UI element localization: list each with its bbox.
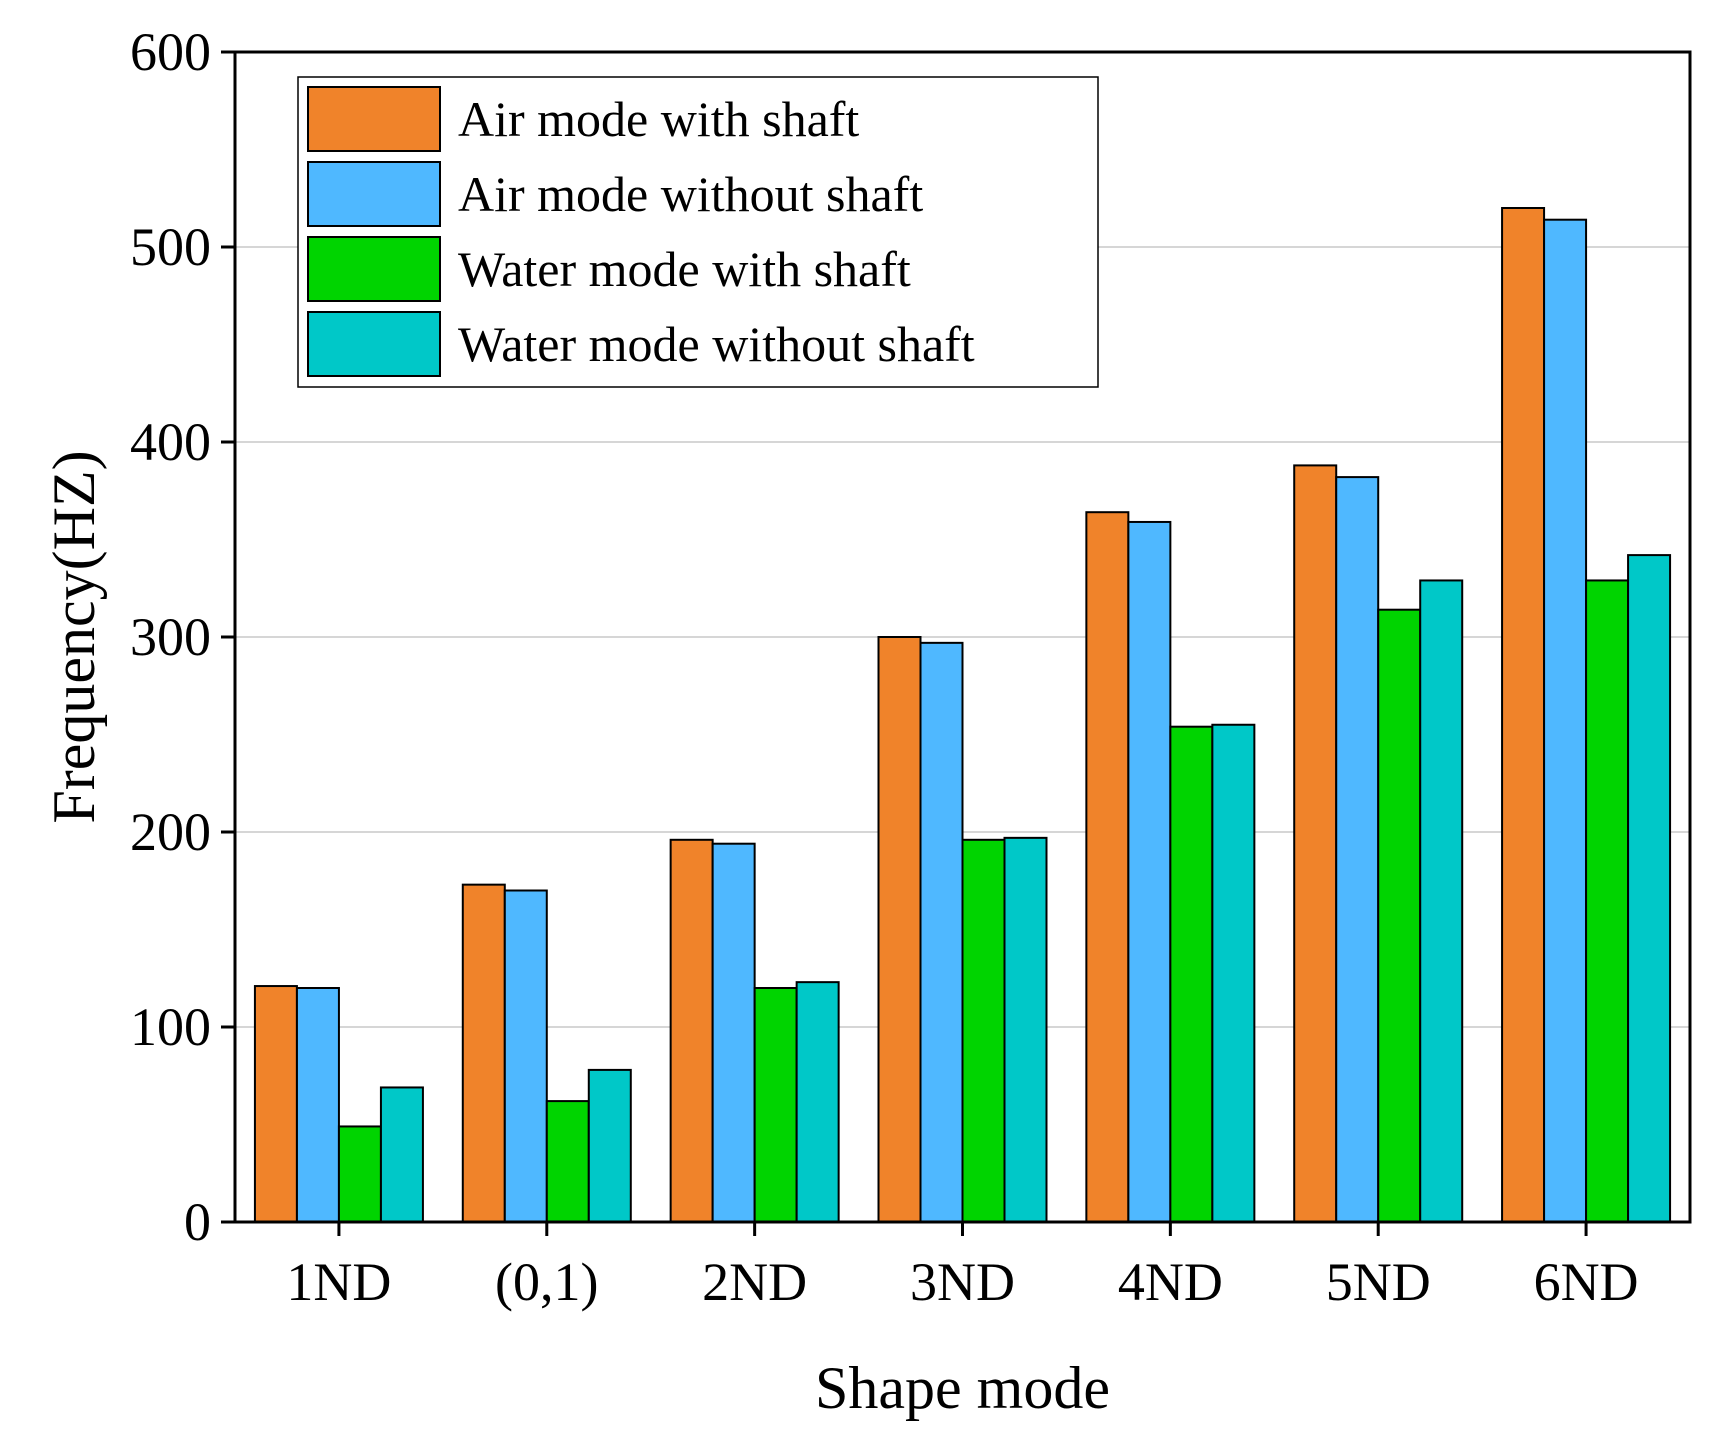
bar-6ND-water-mode-without-shaft [1627,554,1672,1223]
bar-2ND-air-mode-with-shaft [669,838,714,1223]
legend-swatch [307,236,441,302]
bar-1ND-water-mode-without-shaft [379,1086,424,1223]
bar-3ND-air-mode-without-shaft [919,641,964,1223]
legend-label: Air mode with shaft [458,91,859,147]
bar-5ND-air-mode-with-shaft [1293,464,1338,1223]
bar-5ND-air-mode-without-shaft [1335,476,1380,1224]
bar-(0,1)-air-mode-with-shaft [461,883,506,1224]
bar-4ND-water-mode-with-shaft [1169,725,1214,1223]
bar-5ND-water-mode-with-shaft [1377,608,1422,1223]
legend-swatch [307,161,441,227]
y-tick-label: 600 [130,22,211,82]
x-axis-title: Shape mode [815,1355,1110,1421]
bar-(0,1)-air-mode-without-shaft [503,889,548,1223]
bar-4ND-air-mode-with-shaft [1085,511,1130,1223]
bar-3ND-water-mode-without-shaft [1003,836,1048,1223]
legend-swatch [307,311,441,377]
bar-3ND-water-mode-with-shaft [961,838,1006,1223]
bar-4ND-air-mode-without-shaft [1127,520,1172,1223]
legend-label: Water mode without shaft [458,316,975,372]
x-tick-label: 4ND [1118,1252,1223,1312]
y-tick-label: 500 [130,217,211,277]
bar-2ND-water-mode-without-shaft [795,981,840,1224]
bar-(0,1)-water-mode-without-shaft [587,1068,632,1224]
y-tick-label: 200 [130,802,211,862]
bar-1ND-air-mode-with-shaft [253,985,298,1223]
x-tick-label: 6ND [1534,1252,1639,1312]
bar-2ND-air-mode-without-shaft [711,842,756,1223]
bar-6ND-air-mode-with-shaft [1501,207,1546,1223]
bar-1ND-water-mode-with-shaft [337,1125,382,1223]
y-tick-label: 100 [130,997,211,1057]
bar-6ND-air-mode-without-shaft [1543,218,1588,1223]
legend-swatch [307,86,441,152]
y-tick-label: 300 [130,607,211,667]
y-tick-label: 400 [130,412,211,472]
legend: Air mode with shaft Air mode without shaf… [297,76,1099,388]
x-tick-label: 5ND [1326,1252,1431,1312]
legend-label: Water mode with shaft [458,241,911,297]
bar-6ND-water-mode-with-shaft [1585,579,1630,1223]
y-axis-title: Frequency(HZ) [41,450,107,823]
x-axis: 1ND (0,1) 2ND 3ND 4ND 5ND 6ND [286,1222,1639,1312]
bar-3ND-air-mode-with-shaft [877,636,922,1223]
bar-5ND-water-mode-without-shaft [1419,579,1464,1223]
x-tick-label: 3ND [910,1252,1015,1312]
bar-(0,1)-water-mode-with-shaft [545,1100,590,1223]
x-tick-label: 1ND [286,1252,391,1312]
y-tick-label: 0 [184,1192,211,1252]
legend-label: Air mode without shaft [458,166,923,222]
bar-1ND-air-mode-without-shaft [295,987,340,1223]
x-tick-label: (0,1) [495,1252,598,1312]
x-tick-label: 2ND [702,1252,807,1312]
y-axis: 0 100 200 300 400 500 600 [130,22,235,1252]
bar-2ND-water-mode-with-shaft [753,987,798,1223]
bars [253,207,1672,1224]
bar-4ND-water-mode-without-shaft [1211,723,1256,1223]
